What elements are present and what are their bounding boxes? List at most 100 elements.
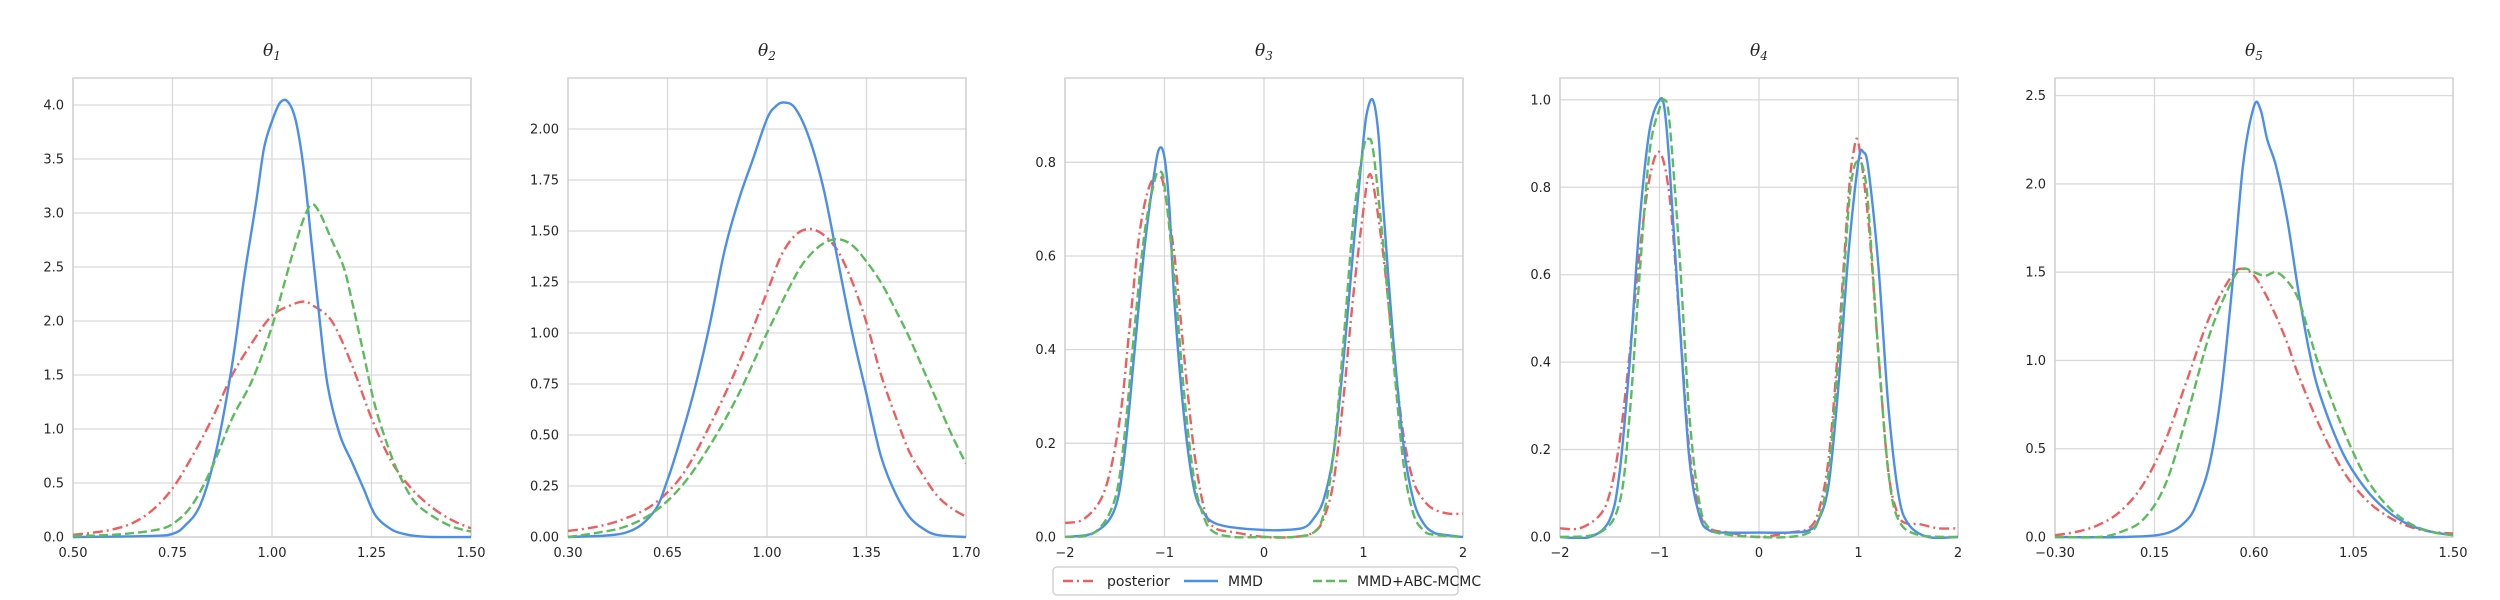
x-tick-label: 1.50 [2439, 546, 2468, 561]
y-tick-label: 1.75 [530, 174, 559, 189]
series-group [73, 98, 471, 539]
gridlines [2054, 78, 2454, 538]
y-tick-label: 1.0 [1530, 93, 1551, 108]
legend-frame [1052, 566, 1459, 596]
panel-title: θ1 [263, 41, 281, 63]
series-line-mmd-abc [2055, 267, 2453, 539]
x-tick-label: 0.15 [2140, 546, 2169, 561]
series-line-mmd [2055, 100, 2453, 539]
x-tick-label: −1 [1650, 546, 1669, 561]
panel-title-subscript: 1 [273, 49, 281, 63]
x-tick-label: 1.00 [258, 546, 287, 561]
x-tick-label: 1 [1359, 546, 1367, 561]
y-tick-label: 0.25 [530, 480, 559, 495]
x-tick-label: 1.05 [2339, 546, 2368, 561]
series-line-posterior [1065, 172, 1463, 539]
y-tick-label: 2.0 [43, 315, 64, 330]
panel-title: θ2 [758, 41, 776, 63]
legend-label-mmd: MMD [1228, 574, 1263, 590]
panel-title: θ4 [1750, 41, 1768, 63]
series-line-mmd [568, 101, 966, 539]
panel-title-symbol: θ [1750, 41, 1760, 61]
x-tick-label: 2 [1459, 546, 1467, 561]
y-tick-label: 2.5 [43, 261, 64, 276]
x-tick-label: 0 [1755, 546, 1763, 561]
x-tick-label: −1 [1155, 546, 1174, 561]
gridlines [567, 78, 967, 538]
panel-title-symbol: θ [1255, 41, 1265, 61]
series-group [1560, 96, 1958, 539]
panel-title-symbol: θ [2245, 41, 2255, 61]
x-tick-label: 1.35 [852, 546, 881, 561]
y-tick-label: 0.4 [1035, 343, 1056, 358]
y-tick-label: 3.0 [43, 207, 64, 222]
y-tick-label: 3.5 [43, 153, 64, 168]
panel-title-symbol: θ [758, 41, 768, 61]
x-tick-label: 1.00 [753, 546, 782, 561]
y-tick-label: 1.50 [530, 225, 559, 240]
x-tick-label: 1.70 [952, 546, 981, 561]
chart-panel-4: −2 −1 0 1 2 0.0 0.2 0.4 0.6 0.8 1.0 θ4 [1530, 41, 1962, 561]
y-tick-label: 0.8 [1035, 156, 1056, 171]
y-tick-label: 1.00 [530, 327, 559, 342]
x-tick-label: 0.30 [554, 546, 583, 561]
chart-panel-2: 0.30 0.65 1.00 1.35 1.70 0.00 0.25 0.50 0.75 1.00… [530, 41, 980, 561]
chart-panels: 0.50 0.75 1.00 1.25 1.500.00.51.01.52.02.53.… [43, 41, 2467, 561]
x-tick-label: −2 [1550, 546, 1569, 561]
series-line-mmd-abc [1560, 97, 1958, 539]
y-tick-label: 0.0 [1530, 531, 1551, 546]
y-tick-label: 0.6 [1530, 268, 1551, 283]
x-tick-label: 0.60 [2240, 546, 2269, 561]
panel-title-subscript: 5 [2255, 49, 2263, 63]
y-tick-label: 0.50 [530, 429, 559, 444]
y-tick-label: 1.5 [2025, 266, 2046, 281]
series-group [568, 101, 966, 539]
x-tick-label: −0.30 [2035, 546, 2075, 561]
y-tick-label: 0.2 [1035, 437, 1056, 452]
y-tick-label: 2.00 [530, 123, 559, 138]
gridlines [72, 78, 472, 538]
legend-label-mmd-abc: MMD+ABC-MCMC [1357, 574, 1481, 590]
x-tick-label: 2 [1954, 546, 1962, 561]
axes-frame [567, 77, 967, 538]
series-line-mmd [1560, 96, 1958, 539]
legend-label-posterior: posterior [1107, 574, 1170, 590]
y-tick-label: 0.6 [1035, 249, 1056, 264]
legend: posterior MMD MMD+ABC-MCMC [1052, 566, 1481, 596]
x-tick-label: −2 [1055, 546, 1074, 561]
x-tick-label: 0.65 [653, 546, 682, 561]
y-tick-label: 1.0 [2025, 354, 2046, 369]
y-tick-label: 0.5 [2025, 442, 2046, 457]
axes-frame [2054, 77, 2454, 538]
chart-panel-5: −0.30 0.15 0.60 1.05 1.50 0.0 0.5 1.0 1.5 2.0 2.5 θ… [2025, 41, 2467, 561]
chart-panel-3: −2 −1 0 1 2 0.0 0.2 0.4 0.6 0.8 θ3 [1035, 41, 1467, 561]
chart-panel-1: 0.50 0.75 1.00 1.25 1.50 0.0 0.5 1.0 1.5 2.0 2.5 3.… [43, 41, 485, 561]
panel-title-symbol: θ [263, 41, 273, 61]
series-line-mmd [73, 98, 471, 539]
panel-title-subscript: 2 [767, 49, 776, 63]
series-group [2055, 100, 2453, 539]
x-tick-label: 0 [1260, 546, 1268, 561]
y-tick-label: 1.0 [43, 423, 64, 438]
y-tick-label: 0.5 [43, 477, 64, 492]
y-tick-label: 0.00 [530, 531, 559, 546]
y-tick-label: 1.25 [530, 276, 559, 291]
panel-title: θ3 [1255, 41, 1273, 63]
panel-title-subscript: 3 [1265, 49, 1273, 63]
panel-title: θ5 [2245, 41, 2263, 63]
series-group [1065, 97, 1463, 539]
axes-frame [72, 77, 472, 538]
y-tick-label: 0.2 [1530, 443, 1551, 458]
y-tick-label: 2.0 [2025, 177, 2046, 192]
y-tick-label: 4.0 [43, 99, 64, 114]
y-tick-label: 1.5 [43, 369, 64, 384]
y-tick-label: 0.8 [1530, 181, 1551, 196]
y-tick-label: 0.75 [530, 378, 559, 393]
y-tick-label: 0.0 [1035, 531, 1056, 546]
y-tick-label: 0.0 [2025, 531, 2046, 546]
x-tick-label: 1 [1854, 546, 1862, 561]
series-line-mmd-abc [568, 237, 966, 539]
series-line-mmd-abc [1065, 136, 1463, 539]
series-line-mmd-abc [73, 203, 471, 538]
